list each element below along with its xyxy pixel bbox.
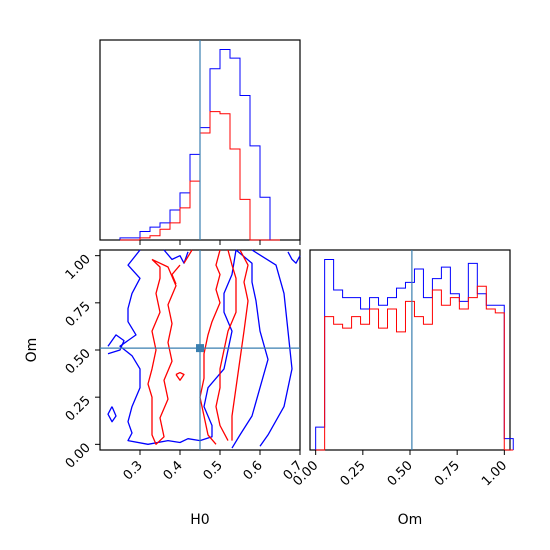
x-axis-label-om: Om — [398, 512, 423, 528]
hist-om-blue-series — [315, 259, 514, 450]
contour-blue-level-0 — [119, 249, 237, 445]
om-xtick-label: 0.75 — [432, 458, 463, 489]
hist-h0-layer — [119, 40, 280, 241]
hist-om-panel — [309, 249, 514, 451]
hist-h0-panel — [99, 39, 301, 241]
contour-blue-level-1 — [231, 249, 269, 449]
contour-red-level-0 — [147, 258, 177, 445]
contour-blue-level-3 — [163, 249, 189, 264]
om-ytick-label: 0.00 — [63, 441, 94, 472]
contour-red-level-2 — [199, 249, 221, 445]
contour-blue-level-6 — [287, 251, 301, 264]
om-ytick-label: 1.00 — [63, 252, 94, 283]
contour-panel — [99, 249, 301, 451]
contour-blue-level-4 — [107, 406, 117, 423]
om-xtick-label: 0.25 — [338, 458, 369, 489]
truth-marker — [196, 344, 204, 353]
h0-xtick-label: 0.4 — [161, 458, 186, 483]
contour-blue-level-5 — [107, 334, 125, 355]
hist-om-frame — [309, 249, 511, 451]
contour-red-level-6 — [171, 264, 181, 285]
contour-layer — [100, 249, 301, 450]
y-axis-label-om: Om — [24, 338, 40, 363]
contour-red-level-5 — [175, 371, 185, 381]
om-ytick-label: 0.25 — [63, 393, 94, 424]
om-xtick-label: 0.50 — [385, 458, 416, 489]
h0-xtick-label: 0.6 — [241, 458, 266, 483]
contour-blue-level-2 — [251, 249, 293, 447]
hist-om-layer — [315, 250, 514, 451]
om-xtick-label: 1.00 — [479, 458, 510, 489]
x-axis-label-h0: H0 — [190, 512, 209, 528]
h0-xtick-label: 0.5 — [201, 458, 226, 483]
om-ytick-label: 0.75 — [63, 299, 94, 330]
contour-red-level-1 — [183, 249, 193, 264]
om-ytick-label: 0.50 — [63, 346, 94, 377]
hist-om-red-series — [315, 285, 514, 451]
ticks-layer: 0.3 0.4 0.5 0.6 0.70.000.250.500.751.000.00 0… — [63, 240, 510, 489]
h0-xtick-label: 0.3 — [121, 458, 146, 483]
contour-red-level-3 — [215, 249, 237, 441]
contour-red-level-4 — [231, 249, 249, 441]
